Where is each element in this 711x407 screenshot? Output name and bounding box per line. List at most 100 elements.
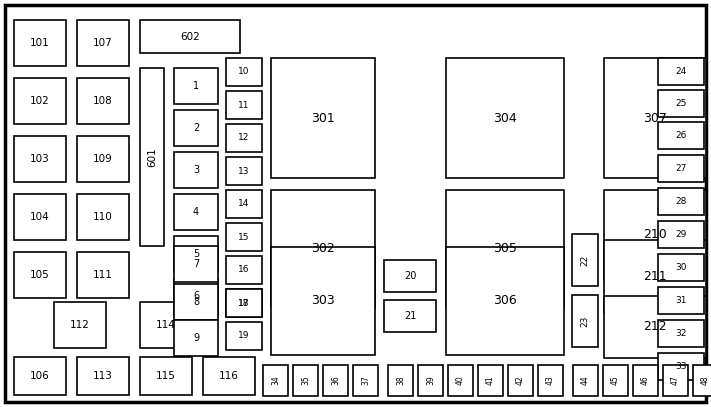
Text: 34: 34 [271,376,280,385]
Bar [14,252,66,298]
Text: 109: 109 [93,154,113,164]
Bar [658,58,704,85]
Bar [14,136,66,182]
Text: 43: 43 [546,376,555,385]
Bar [538,365,563,396]
Text: 29: 29 [675,230,687,239]
Bar [388,365,413,396]
Text: 46: 46 [641,376,650,385]
Text: 210: 210 [643,228,667,241]
Text: 26: 26 [675,131,687,140]
Text: 113: 113 [93,371,113,381]
Text: 3: 3 [193,165,199,175]
Text: 306: 306 [493,295,517,308]
Bar [226,157,262,185]
Bar [77,136,129,182]
Bar [271,190,375,308]
Text: 114: 114 [156,320,176,330]
Bar [446,247,564,355]
Bar [448,365,473,396]
Bar [203,357,255,395]
Text: 42: 42 [516,376,525,385]
Text: 5: 5 [193,249,199,259]
Bar [658,122,704,149]
Bar [508,365,533,396]
Bar [658,90,704,117]
Text: 17: 17 [238,298,250,308]
Bar [633,365,658,396]
Bar [663,365,688,396]
Bar [174,194,218,230]
Bar [573,365,598,396]
Text: 115: 115 [156,371,176,381]
Bar [446,190,564,308]
Bar [658,221,704,248]
Text: 307: 307 [643,112,667,125]
Text: 7: 7 [193,259,199,269]
Bar [140,20,240,53]
Text: 33: 33 [675,362,687,371]
Bar [658,287,704,314]
Text: 212: 212 [643,320,667,333]
Bar [226,322,262,350]
Text: 28: 28 [675,197,687,206]
Bar [14,78,66,124]
Bar [77,20,129,66]
Text: 15: 15 [238,232,250,241]
Bar [572,295,598,347]
Text: 30: 30 [675,263,687,272]
Text: 301: 301 [311,112,335,125]
Text: 8: 8 [193,297,199,307]
Text: 40: 40 [456,376,465,385]
Text: 211: 211 [643,270,667,283]
Bar [384,260,436,292]
Text: 602: 602 [180,31,200,42]
Text: 304: 304 [493,112,517,125]
Bar [77,194,129,240]
Text: 105: 105 [30,270,50,280]
Text: 31: 31 [675,296,687,305]
Text: 107: 107 [93,38,113,48]
Text: 12: 12 [238,133,250,142]
Text: 102: 102 [30,96,50,106]
Bar [572,234,598,286]
Text: 9: 9 [193,333,199,343]
Bar [14,357,66,395]
Bar [77,252,129,298]
Text: 23: 23 [580,315,589,327]
Text: 11: 11 [238,101,250,109]
Text: 18: 18 [238,298,250,308]
Text: 24: 24 [675,67,687,76]
Bar [604,240,706,313]
Bar [478,365,503,396]
Bar [77,357,129,395]
Text: 112: 112 [70,320,90,330]
Text: 37: 37 [361,376,370,385]
Text: 303: 303 [311,295,335,308]
Text: 25: 25 [675,99,687,108]
Bar [226,289,262,317]
Bar [54,302,106,348]
Bar [174,246,218,282]
Text: 16: 16 [238,265,250,274]
Text: 36: 36 [331,376,340,385]
Text: 13: 13 [238,166,250,175]
Bar [604,190,706,280]
Bar [14,194,66,240]
Bar [140,357,192,395]
Text: 6: 6 [193,291,199,301]
Text: 14: 14 [238,199,250,208]
Bar [418,365,443,396]
Bar [446,58,564,178]
Text: 305: 305 [493,243,517,256]
Text: 116: 116 [219,371,239,381]
Text: 22: 22 [580,254,589,266]
Text: 101: 101 [30,38,50,48]
Text: 35: 35 [301,376,310,385]
Text: 2: 2 [193,123,199,133]
Bar [658,353,704,380]
Bar [140,302,192,348]
Bar [384,300,436,332]
Bar [140,68,164,246]
Bar [174,152,218,188]
